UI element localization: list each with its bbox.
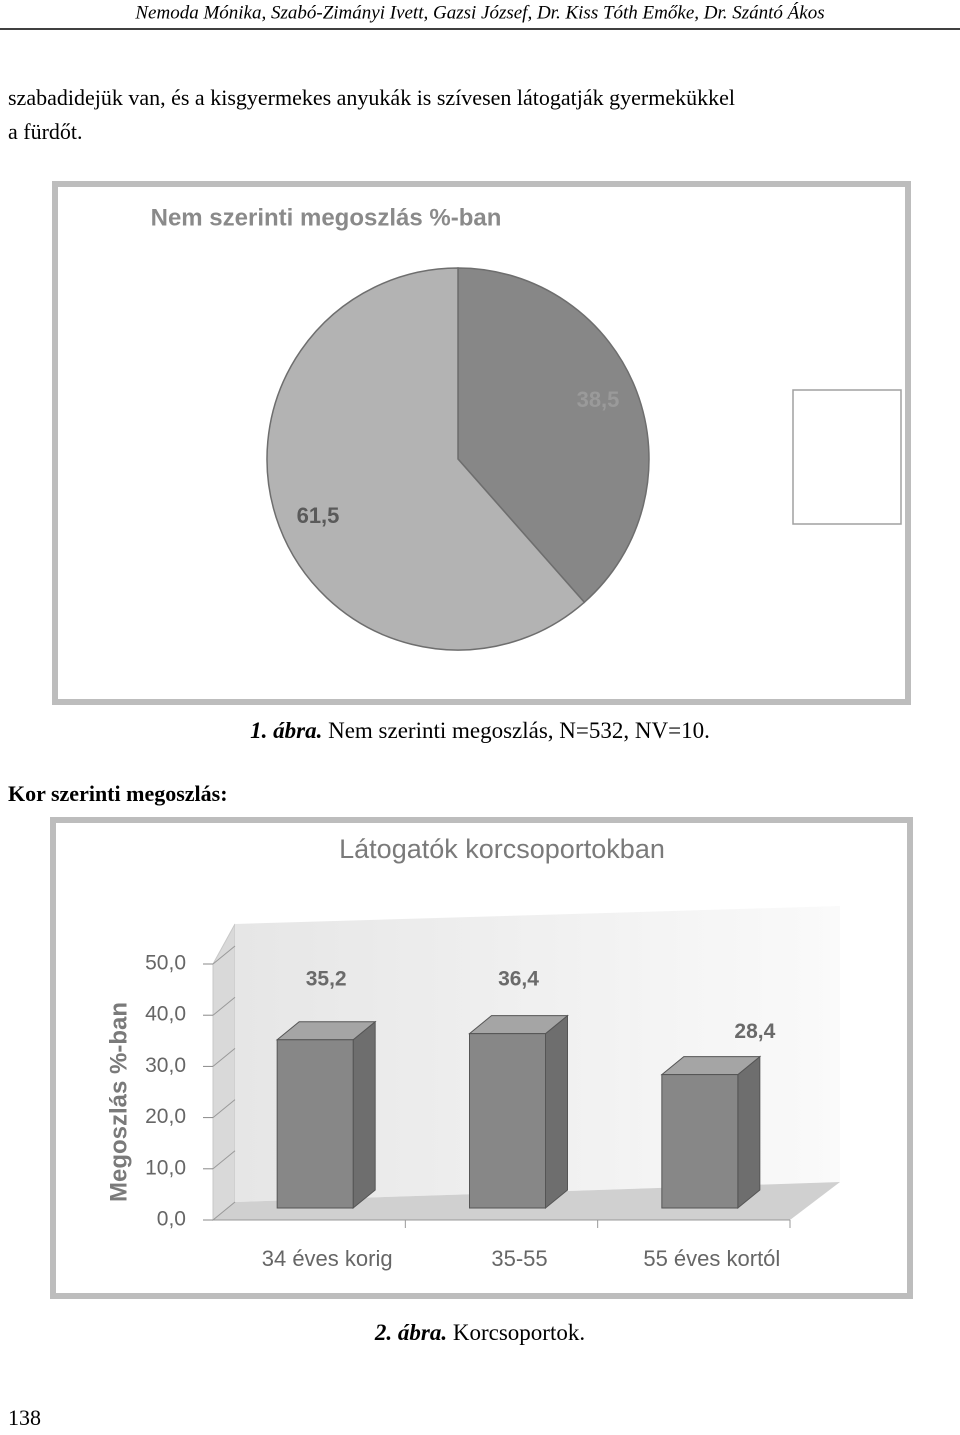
- grid-line: [212, 1099, 236, 1118]
- y-tick-label: 0,0: [157, 1208, 186, 1231]
- chart-title: Látogatók korcsoportokban: [339, 834, 665, 864]
- bar: [661, 1074, 739, 1209]
- section-heading: Kor szerinti megoszlás:: [8, 781, 228, 806]
- bar-chart: 0,0 10,0 20,0 30,0 40,0 50,0 35,2 34 éves korig…: [145, 906, 840, 1271]
- caption: 2. ábra. Korcsoportok.: [374, 1320, 585, 1345]
- data-label: 36,4: [498, 968, 539, 991]
- chart-title: Nem szerinti megoszlás %-ban: [151, 204, 502, 231]
- grid-line: [212, 1201, 236, 1221]
- bar-side: [352, 1020, 376, 1210]
- pie-slice: [266, 267, 586, 651]
- caption-text: Korcsoportok.: [447, 1320, 585, 1345]
- bar: [276, 1039, 354, 1209]
- x-tick-label: 55 éves kortól: [643, 1246, 780, 1271]
- bar-side: [545, 1014, 568, 1210]
- bar-side: [737, 1055, 761, 1210]
- data-label: 38,5: [577, 387, 620, 412]
- pie-slice: [457, 267, 650, 604]
- caption-label: 1. ábra.: [250, 718, 322, 743]
- y-tick-label: 50,0: [145, 952, 186, 975]
- data-label: 61,5: [297, 503, 340, 528]
- y-tick-label: 40,0: [145, 1003, 186, 1026]
- grid-line: [212, 1048, 236, 1067]
- back-wall: [212, 923, 236, 1222]
- x-tick-label: 34 éves korig: [262, 1246, 393, 1271]
- caption-text: Nem szerinti megoszlás, N=532, NV=10.: [322, 718, 710, 743]
- data-label: 35,2: [306, 968, 347, 991]
- caption: 1. ábra. Nem szerinti megoszlás, N=532, …: [250, 718, 710, 743]
- bar: [469, 1033, 546, 1209]
- legend-box: [792, 389, 902, 525]
- paragraph-line: szabadidejük van, és a kisgyermekes anyu…: [8, 85, 735, 110]
- data-label: 28,4: [734, 1020, 775, 1043]
- grid-line: [212, 1150, 236, 1170]
- running-header: Nemoda Mónika, Szabó-Zimányi Ivett, Gazs…: [134, 1, 824, 23]
- pie-chart: 38,5férfi61,5nő: [266, 267, 869, 651]
- y-tick-label: 30,0: [145, 1054, 186, 1077]
- y-tick-label: 10,0: [145, 1156, 186, 1179]
- paragraph-line: a fürdőt.: [8, 119, 83, 144]
- grid-line: [212, 996, 236, 1016]
- y-tick-label: 20,0: [145, 1105, 186, 1128]
- x-tick-label: 35-55: [491, 1246, 547, 1271]
- caption-label: 2. ábra.: [374, 1320, 447, 1345]
- page-number: 138: [8, 1405, 41, 1430]
- y-axis-title: Megoszlás %-ban: [105, 1002, 132, 1202]
- grid-line: [212, 945, 236, 965]
